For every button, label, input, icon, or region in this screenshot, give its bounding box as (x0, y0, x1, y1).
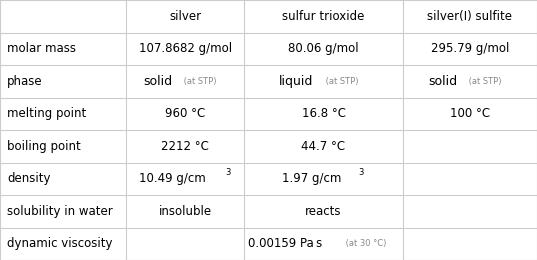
Text: 295.79 g/mol: 295.79 g/mol (431, 42, 509, 55)
Text: 107.8682 g/mol: 107.8682 g/mol (139, 42, 232, 55)
Text: 960 °C: 960 °C (165, 107, 205, 120)
Text: sulfur trioxide: sulfur trioxide (282, 10, 365, 23)
Text: 16.8 °C: 16.8 °C (302, 107, 345, 120)
Text: boiling point: boiling point (7, 140, 81, 153)
Text: (at 30 °C): (at 30 °C) (344, 239, 387, 248)
Text: reacts: reacts (306, 205, 342, 218)
Text: 0.00159 Pa s: 0.00159 Pa s (248, 237, 322, 250)
Text: (at STP): (at STP) (323, 77, 358, 86)
Text: 100 °C: 100 °C (450, 107, 490, 120)
Text: 80.06 g/mol: 80.06 g/mol (288, 42, 359, 55)
Text: 1.97 g/cm: 1.97 g/cm (282, 172, 341, 185)
Text: 10.49 g/cm: 10.49 g/cm (139, 172, 206, 185)
Text: molar mass: molar mass (7, 42, 76, 55)
Text: insoluble: insoluble (159, 205, 212, 218)
Text: 3: 3 (358, 168, 364, 177)
Text: melting point: melting point (7, 107, 86, 120)
Text: solid: solid (143, 75, 173, 88)
Text: 44.7 °C: 44.7 °C (301, 140, 346, 153)
Text: (at STP): (at STP) (181, 77, 216, 86)
Text: 2212 °C: 2212 °C (161, 140, 209, 153)
Text: solid: solid (428, 75, 458, 88)
Text: phase: phase (7, 75, 42, 88)
Text: density: density (7, 172, 50, 185)
Text: liquid: liquid (279, 75, 313, 88)
Text: 3: 3 (225, 168, 230, 177)
Text: dynamic viscosity: dynamic viscosity (7, 237, 112, 250)
Text: silver: silver (169, 10, 201, 23)
Text: silver(I) sulfite: silver(I) sulfite (427, 10, 512, 23)
Text: (at STP): (at STP) (466, 77, 501, 86)
Text: solubility in water: solubility in water (7, 205, 113, 218)
